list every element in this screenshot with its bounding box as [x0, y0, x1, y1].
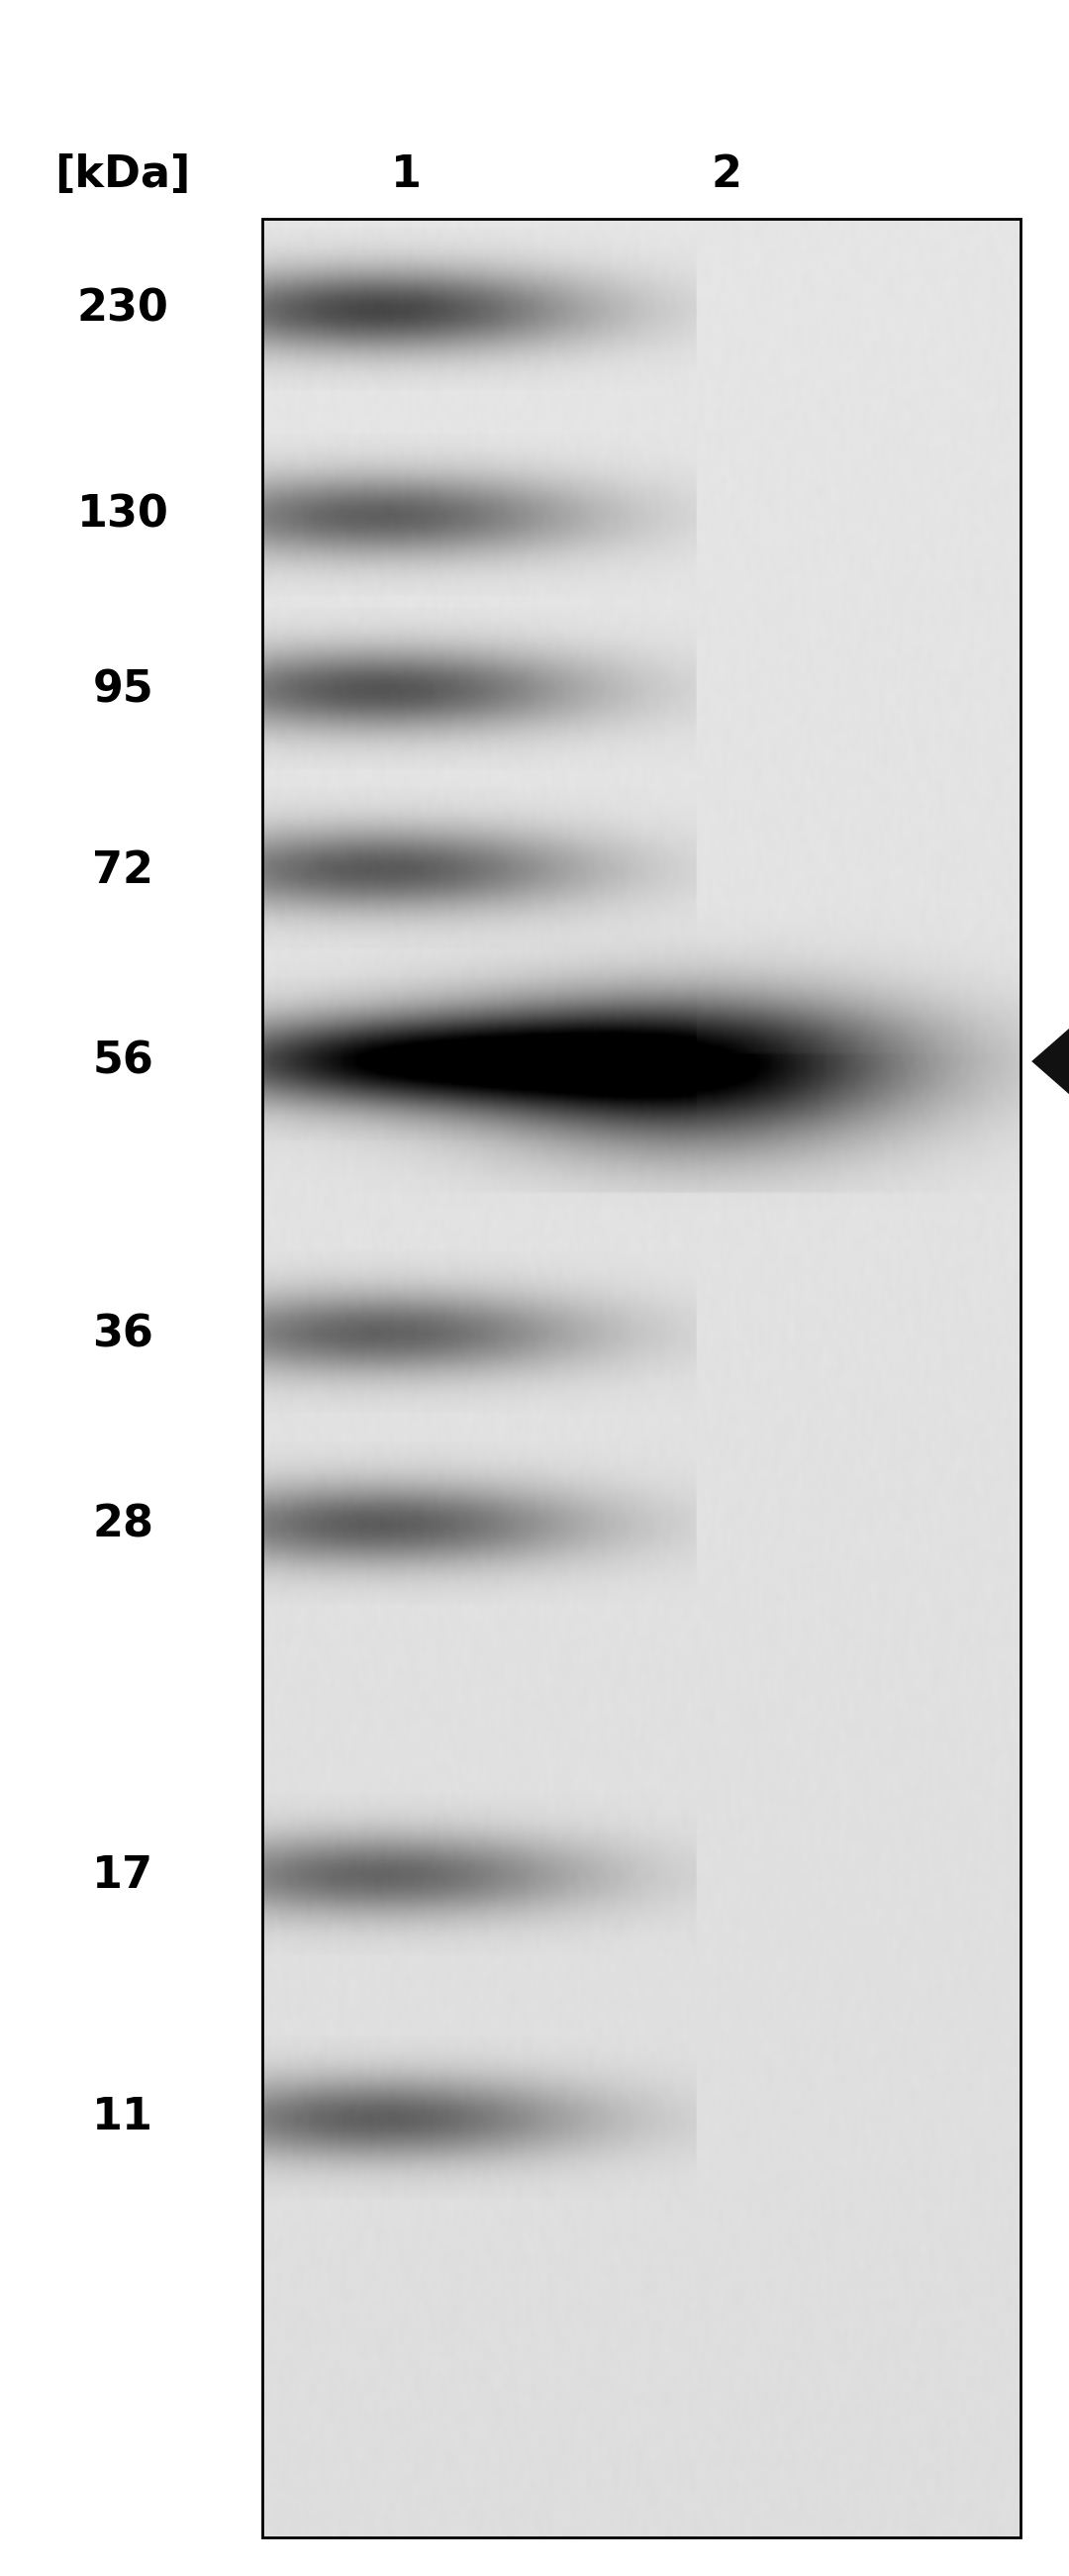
Text: 130: 130 — [77, 495, 169, 536]
Text: 28: 28 — [92, 1504, 154, 1546]
Text: 36: 36 — [92, 1314, 154, 1355]
Text: 17: 17 — [92, 1855, 154, 1896]
Text: [kDa]: [kDa] — [55, 155, 191, 196]
Text: 230: 230 — [77, 289, 169, 330]
Text: 2: 2 — [712, 155, 742, 196]
Text: 56: 56 — [92, 1041, 154, 1082]
Text: 95: 95 — [92, 670, 154, 711]
Text: 72: 72 — [92, 850, 154, 891]
Polygon shape — [1032, 1010, 1069, 1113]
Text: 1: 1 — [391, 155, 421, 196]
Bar — [262, 219, 1021, 2537]
Text: 11: 11 — [92, 2097, 154, 2138]
